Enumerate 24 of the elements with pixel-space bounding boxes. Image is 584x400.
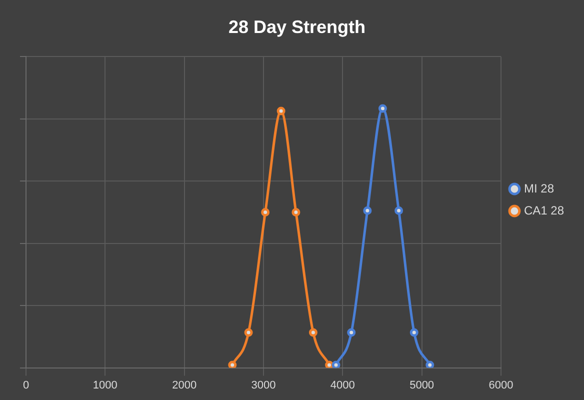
point xyxy=(292,208,300,216)
x-tick-label: 3000 xyxy=(251,379,276,392)
x-tick-label: 5000 xyxy=(410,379,434,392)
point xyxy=(261,208,270,216)
x-tick-label: 4000 xyxy=(330,379,355,392)
point xyxy=(394,206,404,215)
point xyxy=(308,328,318,337)
point xyxy=(276,106,286,116)
point xyxy=(347,328,356,337)
point xyxy=(228,360,237,368)
point xyxy=(410,328,418,337)
point xyxy=(325,360,334,368)
point xyxy=(426,360,434,368)
point xyxy=(378,104,387,113)
point xyxy=(363,206,372,215)
legend-label: MI 28 xyxy=(524,181,554,196)
x-tick-label: 2000 xyxy=(172,379,197,392)
point xyxy=(244,328,253,337)
point xyxy=(332,360,340,368)
legend-label: CA1 28 xyxy=(524,203,564,218)
x-tick-label: 6000 xyxy=(488,379,514,392)
x-tick-label: 0 xyxy=(22,379,30,392)
x-tick-label: 1000 xyxy=(92,379,118,392)
chart-title: 28 Day Strength xyxy=(228,16,366,37)
